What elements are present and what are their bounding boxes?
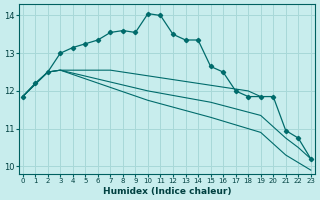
X-axis label: Humidex (Indice chaleur): Humidex (Indice chaleur) [102, 187, 231, 196]
